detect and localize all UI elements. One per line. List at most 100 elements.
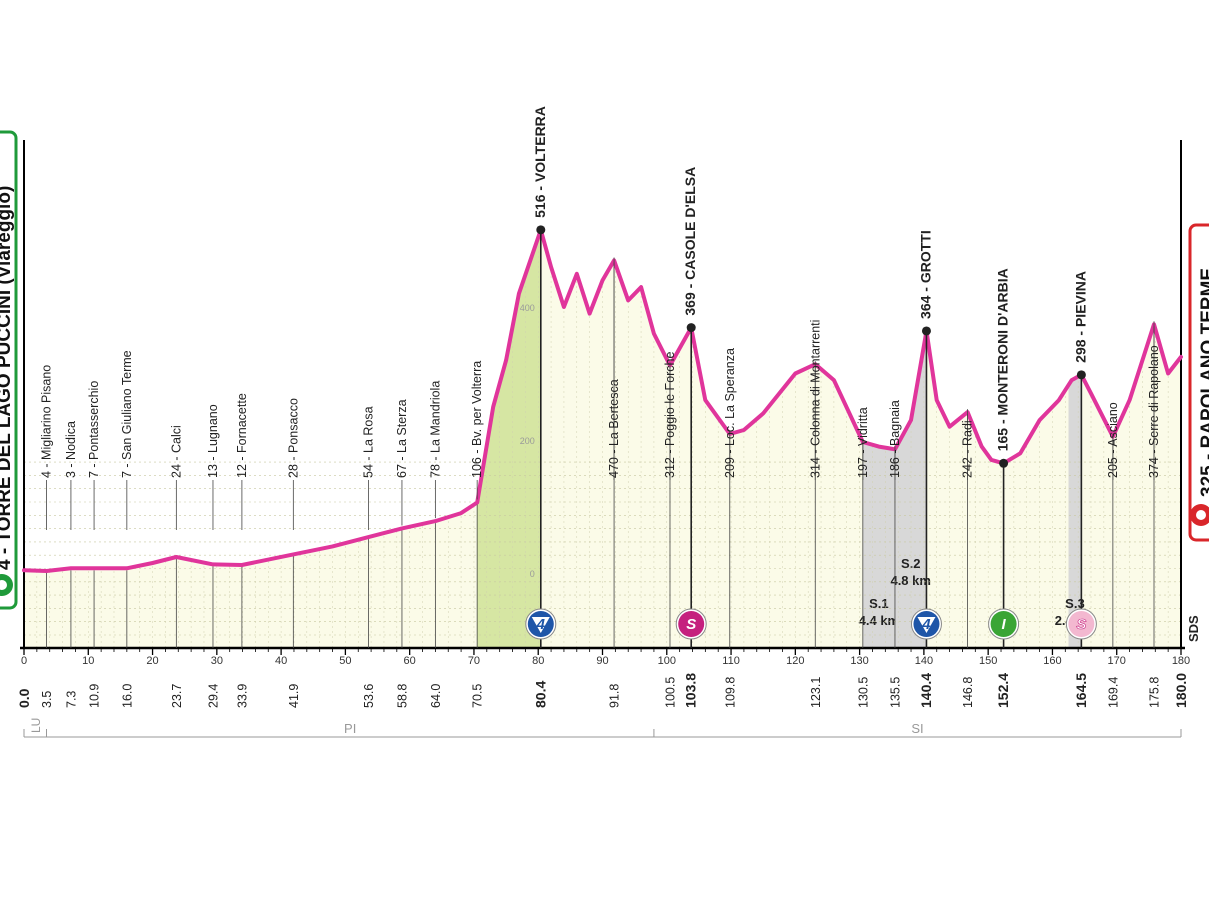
badge-layer: 4 S 4 I S xyxy=(525,608,1097,640)
start-km-label: 0.0 xyxy=(16,688,32,708)
waypoint-name: 165 - MONTERONI D'ARBIA xyxy=(995,268,1011,451)
waypoint-km-label: 64.0 xyxy=(429,684,443,708)
gravel-sector-area xyxy=(894,330,927,648)
waypoint-name: 7 - San Giuliano Terme xyxy=(120,350,134,478)
waypoint-km-label: 100.5 xyxy=(663,677,677,708)
waypoint-km-label: 58.8 xyxy=(395,684,409,708)
start-box xyxy=(0,130,18,610)
waypoint-name: 205 - Asciano xyxy=(1106,402,1120,478)
x-tick-label: 10 xyxy=(82,655,94,667)
grid-layer: 0 200 400 xyxy=(24,237,1181,648)
waypoint-name: 298 - PIEVINA xyxy=(1072,271,1088,363)
gravel-sector-length: 4.8 km xyxy=(890,573,930,588)
waypoint-km-label: 140.4 xyxy=(918,673,934,708)
waypoint-name: 106 - Bv. per Volterra xyxy=(470,361,484,478)
waypoint-name: 209 - Loc. La Speranza xyxy=(723,348,737,478)
waypoint-dot xyxy=(999,458,1009,468)
x-tick-label: 70 xyxy=(468,655,480,667)
waypoint-name: 364 - GROTTI xyxy=(917,230,933,319)
waypoint-km-label: 33.9 xyxy=(235,684,249,708)
x-tick-label: 80 xyxy=(532,655,544,667)
start-label: 4 - TORRE DEL LAGO PUCCINI (Viareggio) xyxy=(0,186,15,570)
badge-letter: I xyxy=(1002,616,1007,633)
waypoint-dot xyxy=(1076,370,1086,380)
waypoint-km-label: 91.8 xyxy=(608,684,622,708)
badge-letter: S xyxy=(686,616,696,633)
waypoint-name: 312 - Poggio le Forche xyxy=(663,351,677,478)
elevation-line xyxy=(22,227,1183,573)
altitude-tick-label: 0 xyxy=(530,569,535,579)
gravel-sector-length: 4.4 km xyxy=(859,613,899,628)
gravel-sector-name: S.2 xyxy=(901,556,921,571)
waypoint-name: 13 - Lugnano xyxy=(206,404,220,478)
finish-label: 325 - RAPOLANO TERME xyxy=(1198,268,1209,497)
waypoint-dot xyxy=(921,326,931,336)
x-tick-label: 30 xyxy=(211,655,223,667)
waypoint-km-label: 23.7 xyxy=(170,684,184,708)
waypoint-km-label: 80.4 xyxy=(532,681,548,708)
province-label: PI xyxy=(344,721,356,736)
waypoint-dot xyxy=(536,225,546,235)
x-tick-label: 40 xyxy=(275,655,287,667)
climb-badge: 4 xyxy=(525,608,557,640)
x-tick-label: 60 xyxy=(404,655,416,667)
waypoint-name: 197 - Vidritta xyxy=(856,407,870,478)
x-tick-label: 20 xyxy=(146,655,158,667)
gravel-sector-name: S.3 xyxy=(1065,596,1085,611)
waypoint-name: 54 - La Rosa xyxy=(362,406,376,478)
province-label: LU xyxy=(29,718,43,733)
waypoint-name: 78 - La Mandriola xyxy=(428,381,442,478)
x-tick-label: 130 xyxy=(850,655,868,667)
waypoint-km-label: 29.4 xyxy=(206,684,220,708)
waypoint-km-label: 70.5 xyxy=(471,684,485,708)
x-tick-label: 170 xyxy=(1108,655,1126,667)
waypoint-km-label: 41.9 xyxy=(287,684,301,708)
waypoint-km-label: 135.5 xyxy=(888,677,902,708)
x-tick-label: 180 xyxy=(1172,655,1190,667)
waypoint-km-label: 123.1 xyxy=(809,677,823,708)
waypoint-km-label: 3.5 xyxy=(40,691,54,708)
x-tick-label: 150 xyxy=(979,655,997,667)
waypoint-km-label: 53.6 xyxy=(362,684,376,708)
waypoint-name: 186 - Bagnaia xyxy=(888,400,902,478)
start-finish-layer: 0.0 180.0 4 - TORRE DEL LAGO PUCCINI (Viar… xyxy=(0,130,1209,708)
x-tick-label: 110 xyxy=(722,655,740,667)
finish-km-label: 180.0 xyxy=(1173,673,1189,708)
waypoint-name: 7 - Pontasserchio xyxy=(87,381,101,478)
waypoint-layer: 4 - Migliarino Pisano 3.5 3 - Nodica 7.3 7 -… xyxy=(39,106,1161,708)
waypoint-name: 374 - Serre di Rapolano xyxy=(1147,345,1161,478)
climb-highlight-area xyxy=(477,229,541,648)
gravel-sector-area xyxy=(1068,374,1082,648)
waypoint-km-label: 146.8 xyxy=(961,677,975,708)
intermediate-badge: I xyxy=(988,608,1020,640)
waypoint-name: 67 - La Sterza xyxy=(395,399,409,478)
waypoint-km-label: 130.5 xyxy=(856,677,870,708)
waypoint-name: 28 - Ponsacco xyxy=(286,398,300,478)
waypoint-km-label: 103.8 xyxy=(683,673,699,708)
waypoint-name: 470 - La Bertesca xyxy=(607,379,621,478)
waypoint-km-label: 164.5 xyxy=(1073,673,1089,708)
badge-disc xyxy=(678,611,705,637)
x-tick-label: 120 xyxy=(786,655,804,667)
profile-line-layer xyxy=(22,227,1183,573)
altitude-tick-label: 200 xyxy=(520,436,535,446)
finish-sign: SDS xyxy=(1186,615,1201,642)
waypoint-name: 24 - Calci xyxy=(169,425,183,478)
badge-disc xyxy=(990,611,1017,637)
waypoint-name: 242 - Radi xyxy=(961,420,975,478)
waypoint-km-label: 10.9 xyxy=(88,684,102,708)
gravel-sector-area xyxy=(862,442,895,648)
badge-disc xyxy=(1068,611,1095,637)
waypoint-km-label: 175.8 xyxy=(1148,677,1162,708)
badge-letter: S xyxy=(1076,616,1086,633)
start-icon-inner xyxy=(0,580,7,590)
altitude-tick-label: 400 xyxy=(520,303,535,313)
x-tick-label: 50 xyxy=(339,655,351,667)
badge-letter: 4 xyxy=(536,616,546,633)
province-label: SI xyxy=(911,721,923,736)
waypoint-km-label: 109.8 xyxy=(723,677,737,708)
waypoint-km-label: 152.4 xyxy=(995,673,1011,708)
waypoint-name: 516 - VOLTERRA xyxy=(532,106,548,218)
waypoint-name: 3 - Nodica xyxy=(64,421,78,478)
waypoint-name: 369 - CASOLE D'ELSA xyxy=(682,167,698,316)
